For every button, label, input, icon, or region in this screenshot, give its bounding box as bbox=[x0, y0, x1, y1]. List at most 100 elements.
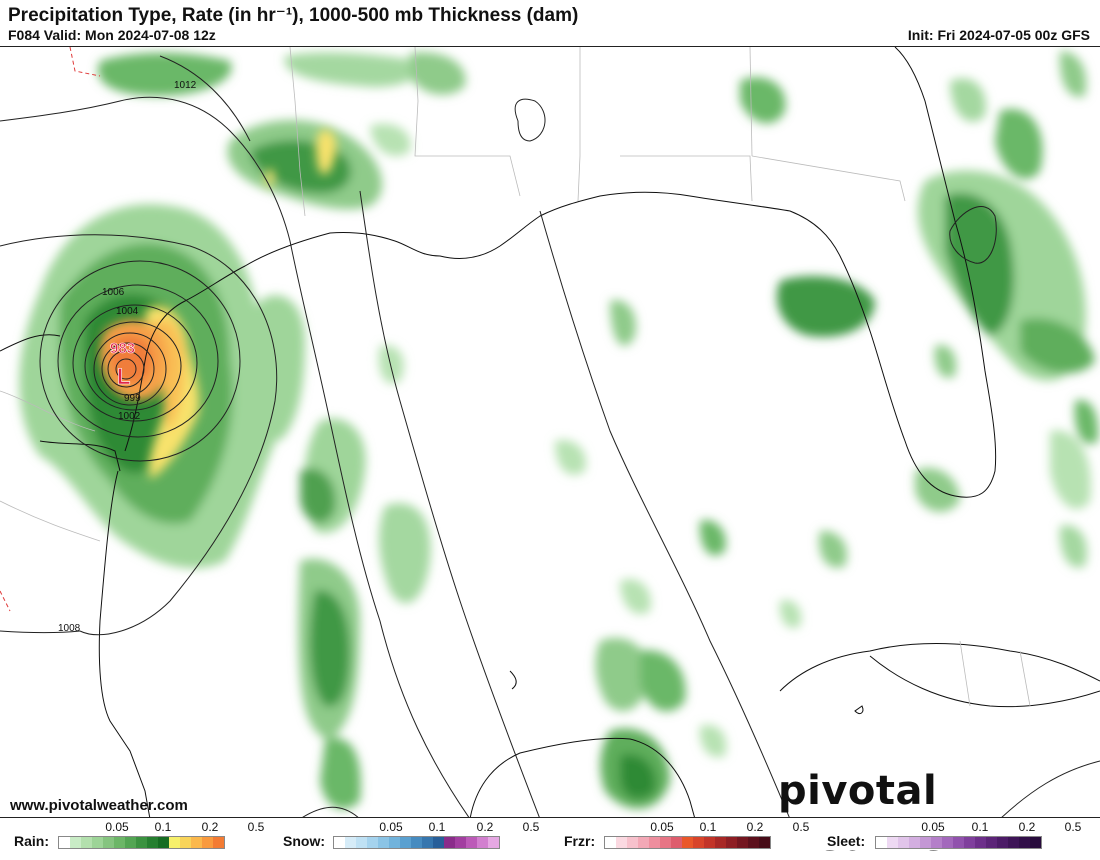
init-time: Init: Fri 2024-07-05 00z GFS bbox=[907, 27, 1090, 43]
website-url[interactable]: www.pivotalweather.com bbox=[10, 797, 188, 814]
isobar-label-group: 1012 1006 1004 999 1002 1008 bbox=[58, 80, 197, 634]
isobar-label: 1006 bbox=[102, 287, 125, 298]
frzr-tick: 0.2 bbox=[746, 820, 764, 834]
legend-swatch bbox=[671, 837, 682, 848]
legend-swatch bbox=[422, 837, 433, 848]
rain-tick: 0.2 bbox=[201, 820, 219, 834]
legend: Rain: 0.05 0.1 0.2 0.5 Snow: 0.05 0.1 0.… bbox=[0, 818, 1100, 850]
isobar-label: 999 bbox=[124, 393, 141, 404]
frzr-tick: 0.05 bbox=[650, 820, 674, 834]
legend-swatch bbox=[909, 837, 920, 848]
sleet-tick: 0.1 bbox=[971, 820, 989, 834]
legend-swatch bbox=[627, 837, 638, 848]
map-canvas: 1012 1006 1004 999 1002 1008 983 L bbox=[0, 47, 1100, 817]
legend-swatch bbox=[213, 837, 224, 848]
legend-swatch bbox=[378, 837, 389, 848]
sleet-tick: 0.2 bbox=[1018, 820, 1036, 834]
sleet-legend-label: Sleet: bbox=[827, 833, 866, 849]
legend-swatch bbox=[400, 837, 411, 848]
legend-swatch bbox=[942, 837, 953, 848]
isobar-label: 1008 bbox=[58, 623, 81, 634]
snow-tick: 0.1 bbox=[428, 820, 446, 834]
legend-swatch bbox=[103, 837, 114, 848]
legend-swatch bbox=[477, 837, 488, 848]
legend-swatch bbox=[715, 837, 726, 848]
legend-swatch bbox=[649, 837, 660, 848]
legend-swatch bbox=[876, 837, 887, 848]
frzr-color-bar bbox=[604, 836, 771, 849]
legend-swatch bbox=[748, 837, 759, 848]
legend-swatch bbox=[1008, 837, 1019, 848]
legend-swatch bbox=[997, 837, 1008, 848]
legend-swatch bbox=[367, 837, 378, 848]
sleet-tick: 0.5 bbox=[1064, 820, 1082, 834]
legend-swatch bbox=[887, 837, 898, 848]
legend-swatch bbox=[70, 837, 81, 848]
isobars bbox=[0, 55, 278, 636]
legend-swatch bbox=[114, 837, 125, 848]
legend-swatch bbox=[1030, 837, 1041, 848]
legend-swatch bbox=[433, 837, 444, 848]
isobar-label: 1004 bbox=[116, 306, 139, 317]
legend-swatch bbox=[147, 837, 158, 848]
legend-swatch bbox=[158, 837, 169, 848]
legend-swatch bbox=[616, 837, 627, 848]
isobar-label: 1012 bbox=[174, 80, 197, 91]
rain-tick: 0.1 bbox=[154, 820, 172, 834]
legend-swatch bbox=[136, 837, 147, 848]
snow-color-bar bbox=[333, 836, 500, 849]
legend-swatch bbox=[191, 837, 202, 848]
legend-swatch bbox=[964, 837, 975, 848]
legend-swatch bbox=[953, 837, 964, 848]
rain-color-bar bbox=[58, 836, 225, 849]
legend-swatch bbox=[975, 837, 986, 848]
legend-swatch bbox=[682, 837, 693, 848]
legend-swatch bbox=[466, 837, 477, 848]
frzr-tick: 0.1 bbox=[699, 820, 717, 834]
intl-border bbox=[0, 47, 101, 612]
snow-tick: 0.5 bbox=[522, 820, 540, 834]
legend-swatch bbox=[81, 837, 92, 848]
legend-swatch bbox=[488, 837, 499, 848]
sleet-color-bar bbox=[875, 836, 1042, 849]
rain-tick: 0.5 bbox=[247, 820, 265, 834]
legend-swatch bbox=[202, 837, 213, 848]
low-pressure-value: 983 bbox=[110, 340, 135, 357]
legend-swatch bbox=[638, 837, 649, 848]
legend-swatch bbox=[444, 837, 455, 848]
snow-tick: 0.05 bbox=[379, 820, 403, 834]
legend-swatch bbox=[759, 837, 770, 848]
low-center-marker: L bbox=[117, 364, 130, 389]
isobar-label: 1002 bbox=[118, 411, 141, 422]
sleet-tick: 0.05 bbox=[921, 820, 945, 834]
snow-legend-label: Snow: bbox=[283, 833, 325, 849]
legend-swatch bbox=[660, 837, 671, 848]
valid-time: F084 Valid: Mon 2024-07-08 12z bbox=[8, 27, 216, 43]
legend-swatch bbox=[986, 837, 997, 848]
legend-swatch bbox=[898, 837, 909, 848]
rain-legend-label: Rain: bbox=[14, 833, 49, 849]
map-title: Precipitation Type, Rate (in hr⁻¹), 1000… bbox=[8, 5, 579, 26]
frzr-tick: 0.5 bbox=[792, 820, 810, 834]
legend-swatch bbox=[59, 837, 70, 848]
legend-swatch bbox=[92, 837, 103, 848]
legend-swatch bbox=[1019, 837, 1030, 848]
legend-swatch bbox=[920, 837, 931, 848]
legend-swatch bbox=[693, 837, 704, 848]
legend-swatch bbox=[169, 837, 180, 848]
legend-swatch bbox=[726, 837, 737, 848]
state-borders bbox=[0, 47, 1031, 707]
legend-swatch bbox=[704, 837, 715, 848]
legend-swatch bbox=[125, 837, 136, 848]
thickness-contours bbox=[0, 96, 1100, 817]
legend-swatch bbox=[180, 837, 191, 848]
legend-swatch bbox=[455, 837, 466, 848]
legend-swatch bbox=[605, 837, 616, 848]
frzr-legend-label: Frzr: bbox=[564, 833, 596, 849]
legend-swatch bbox=[334, 837, 345, 848]
legend-swatch bbox=[931, 837, 942, 848]
legend-swatch bbox=[737, 837, 748, 848]
snow-tick: 0.2 bbox=[476, 820, 494, 834]
weather-map[interactable]: 1012 1006 1004 999 1002 1008 983 L bbox=[0, 46, 1100, 818]
legend-swatch bbox=[345, 837, 356, 848]
